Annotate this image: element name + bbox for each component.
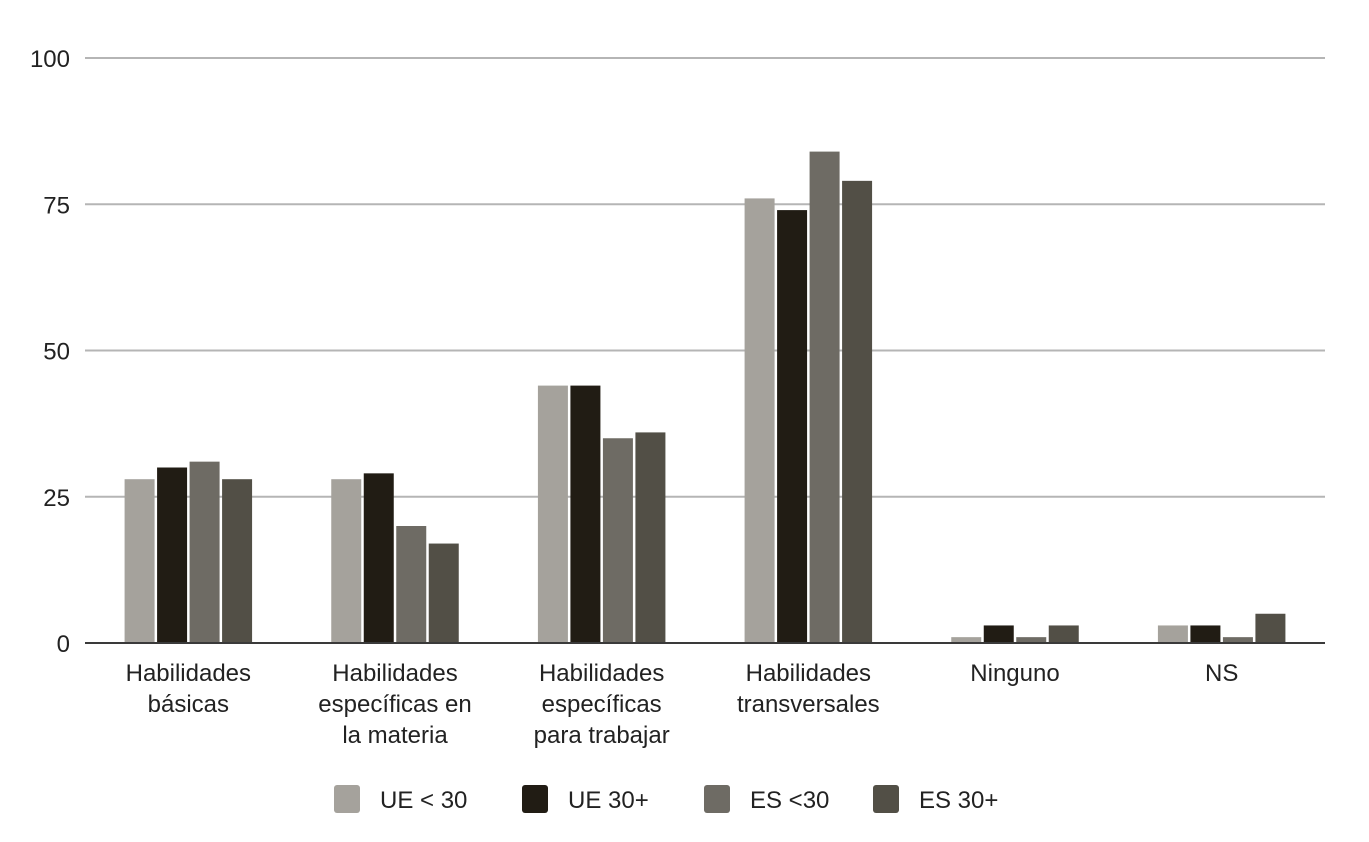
x-tick-label: NS xyxy=(1205,660,1238,687)
bar xyxy=(124,479,155,643)
legend-label: UE < 30 xyxy=(380,787,467,814)
bar xyxy=(222,479,253,643)
bar xyxy=(1016,637,1047,643)
x-tick-label-line: específicas en xyxy=(318,691,471,718)
x-axis-labels: Habilidades básicas Habilidades específicas… xyxy=(126,660,1239,749)
x-tick-label: Habilidades básicas xyxy=(126,660,251,718)
bar xyxy=(537,385,568,643)
bar xyxy=(1048,625,1079,643)
bar xyxy=(570,385,601,643)
x-tick-label-line: Habilidades xyxy=(126,660,251,687)
x-tick-label-line: para trabajar xyxy=(534,722,670,749)
bar xyxy=(951,637,982,643)
y-tick-label: 100 xyxy=(30,46,70,73)
legend-label: ES <30 xyxy=(750,787,829,814)
legend-label: ES 30+ xyxy=(919,787,998,814)
legend-swatch xyxy=(334,785,360,813)
x-tick-label-line: básicas xyxy=(148,691,229,718)
bar xyxy=(363,473,394,643)
x-tick-label: Ninguno xyxy=(970,660,1059,687)
x-tick-label-line: Habilidades xyxy=(746,660,871,687)
legend-swatch xyxy=(522,785,548,813)
bar xyxy=(777,210,808,643)
bar xyxy=(635,432,666,643)
bar xyxy=(1157,625,1188,643)
bar xyxy=(189,461,220,643)
y-tick-label: 50 xyxy=(43,339,70,366)
x-tick-label: Habilidades específicas para trabajar xyxy=(534,660,670,749)
bar xyxy=(157,467,188,643)
bar xyxy=(396,526,427,643)
x-tick-label-line: Habilidades xyxy=(539,660,664,687)
legend: UE < 30 UE 30+ ES <30 ES 30+ xyxy=(334,785,998,814)
x-tick-label-line: Ninguno xyxy=(970,660,1059,687)
bar xyxy=(1255,613,1286,643)
bar xyxy=(842,180,873,643)
y-tick-label: 0 xyxy=(57,631,70,658)
x-tick-label-line: específicas xyxy=(542,691,662,718)
legend-swatch xyxy=(873,785,899,813)
bar xyxy=(744,198,775,643)
bar xyxy=(602,438,633,643)
x-tick-label-line: NS xyxy=(1205,660,1238,687)
gridlines xyxy=(85,57,1325,498)
y-axis-ticks: 0 25 50 75 100 xyxy=(30,46,70,658)
x-tick-label: Habilidades transversales xyxy=(737,660,880,718)
bar xyxy=(809,151,840,643)
y-tick-label: 25 xyxy=(43,485,70,512)
x-tick-label-line: Habilidades xyxy=(332,660,457,687)
x-tick-label-line: transversales xyxy=(737,691,880,718)
legend-swatch xyxy=(704,785,730,813)
x-tick-label-line: la materia xyxy=(342,722,448,749)
x-tick-label: Habilidades específicas en la materia xyxy=(318,660,471,749)
bar xyxy=(428,543,459,643)
bar xyxy=(1190,625,1221,643)
bars xyxy=(124,151,1286,643)
bar xyxy=(983,625,1014,643)
bar xyxy=(331,479,362,643)
y-tick-label: 75 xyxy=(43,192,70,219)
bar xyxy=(1222,637,1253,643)
legend-label: UE 30+ xyxy=(568,787,649,814)
